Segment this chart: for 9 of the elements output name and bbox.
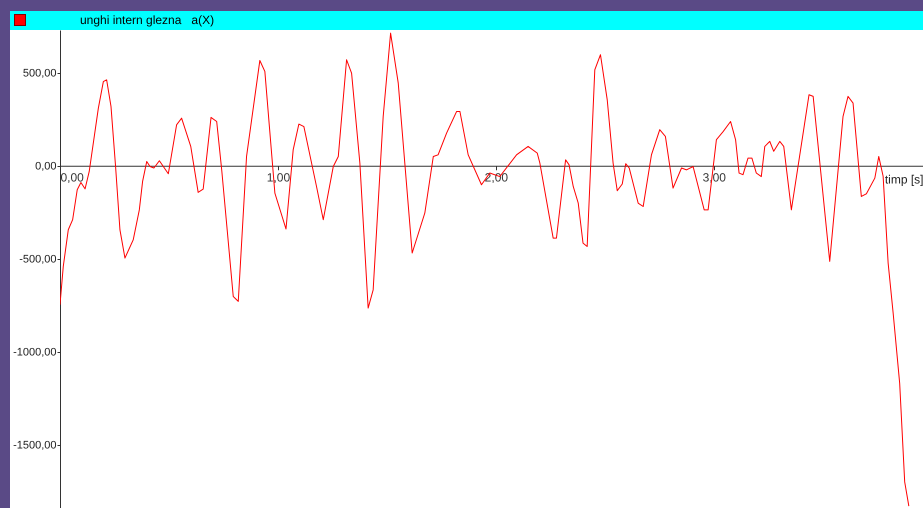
x-tick-label: 0,00 [60,170,84,184]
y-tick-label: -500,00 [19,253,56,266]
y-tick-label: 500,00 [22,67,56,80]
chart-title: unghi intern glezna a(X) [80,12,214,29]
x-axis-title: timp [s] [884,172,923,186]
y-tick-label: -1500,00 [13,439,56,452]
line-series [60,32,910,507]
y-tick-label: 0,00 [35,160,56,172]
y-tick-label: -1000,00 [13,346,56,358]
